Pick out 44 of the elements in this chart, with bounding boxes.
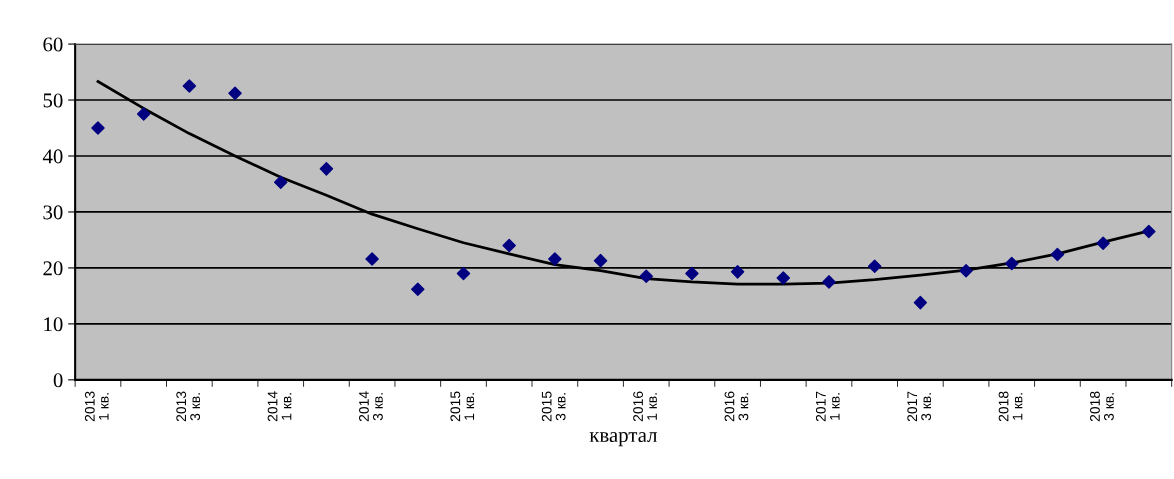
point <box>867 259 882 273</box>
point <box>502 238 516 253</box>
y-tick-label: 50 <box>43 93 63 108</box>
point <box>822 275 836 289</box>
x-tick-label: 2018 3 кв. <box>1090 391 1114 422</box>
y-tick-label: 30 <box>43 205 63 220</box>
x-tick-label: 2015 1 кв. <box>450 391 475 422</box>
point <box>913 295 928 310</box>
y-tick-label: 60 <box>43 37 63 52</box>
point <box>776 271 791 285</box>
point <box>548 252 562 266</box>
x-tick-label: 2014 3 кв. <box>359 391 383 422</box>
point <box>456 266 471 281</box>
x-tick-label: 2013 3 кв. <box>176 391 201 422</box>
x-tick-label: 2017 1 кв. <box>815 391 840 422</box>
point <box>319 162 334 176</box>
x-tick-label: 2017 3 кв. <box>907 391 932 422</box>
x-tick-label: 2016 3 кв. <box>724 391 749 422</box>
point <box>228 86 242 101</box>
point <box>273 175 288 190</box>
point <box>1142 224 1156 239</box>
point <box>91 121 105 135</box>
x-tick-label: 2018 1 кв. <box>998 391 1023 422</box>
x-tick-label: 2013 1 кв. <box>84 391 109 422</box>
point <box>639 269 653 284</box>
point <box>411 282 425 296</box>
x-tick-label: 2016 1 кв. <box>633 391 657 422</box>
point <box>685 266 699 281</box>
y-tick-label: 40 <box>42 149 63 164</box>
point <box>959 263 973 278</box>
y-tick-label: 10 <box>44 317 63 332</box>
x-tick-label: 2014 1 кв. <box>267 391 292 422</box>
point <box>136 107 151 121</box>
point <box>182 79 197 93</box>
y-tick-label: 0 <box>53 373 63 388</box>
point <box>730 265 745 279</box>
point <box>1050 247 1065 262</box>
point <box>593 253 608 268</box>
x-axis-title: квартал <box>589 432 658 447</box>
point <box>1004 256 1019 271</box>
y-tick-label: 20 <box>43 261 63 276</box>
point <box>365 252 379 266</box>
point <box>1096 236 1110 251</box>
x-tick-label: 2015 3 кв. <box>541 391 566 422</box>
